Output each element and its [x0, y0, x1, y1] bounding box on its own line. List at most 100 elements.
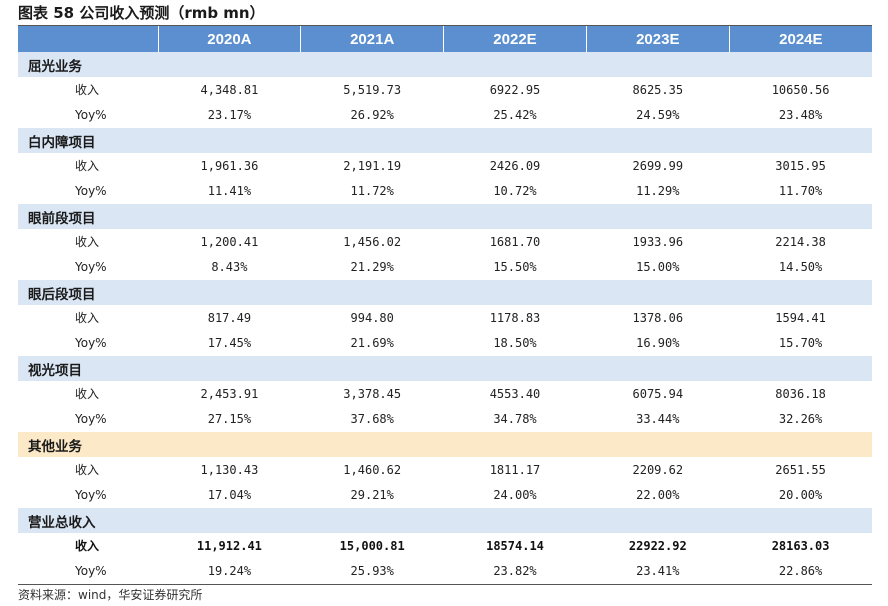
section-row: 营业总收入 [18, 508, 872, 533]
section-row: 眼前段项目 [18, 204, 872, 229]
value-cell: 15.00% [636, 260, 680, 275]
table-row: 收入 1,961.36 2,191.19 2426.09 2699.99 3015.95 [18, 153, 872, 179]
value-cell: 32.26% [778, 412, 823, 427]
value-cell: 2214.38 [775, 234, 826, 249]
value-cell: 11.72% [350, 184, 394, 199]
value-cell: 2651.55 [775, 462, 826, 477]
value-cell: 18574.14 [486, 538, 544, 553]
title-rule [18, 25, 872, 26]
row-label: 收入 [75, 159, 100, 174]
value-cell: 23.17% [207, 108, 252, 123]
row-label: 收入 [75, 463, 100, 478]
section-row: 白内障项目 [18, 128, 872, 153]
value-cell: 25.93% [300, 558, 444, 585]
header-row: 2020A 2021A 2022E 2023E 2024E [18, 26, 872, 52]
table-row: Yoy% 23.17% 26.92% 25.42% 24.59% 23.48% [18, 103, 872, 129]
table-body: 屈光业务收入 4,348.81 5,519.73 6922.95 8625.35 1065… [18, 52, 872, 585]
value-cell: 1178.83 [489, 310, 541, 325]
value-cell: 994.80 [350, 310, 394, 325]
value-cell: 2426.09 [489, 158, 541, 173]
row-label: 收入 [75, 387, 100, 402]
value-cell: 1811.17 [489, 462, 541, 477]
value-cell: 11.70% [778, 184, 823, 199]
table-row: 收入 1,130.43 1,460.62 1811.17 2209.62 2651.55 [18, 457, 872, 483]
table-row: Yoy% 27.15% 37.68% 34.78% 33.44% 32.26% [18, 407, 872, 433]
value-cell: 1,130.43 [200, 462, 259, 477]
value-cell: 1933.96 [632, 234, 684, 249]
value-cell: 1,200.41 [200, 234, 259, 249]
value-cell: 5,519.73 [343, 82, 402, 97]
row-label: Yoy% [75, 488, 107, 503]
value-cell: 1594.41 [775, 310, 826, 325]
value-cell: 37.68% [350, 412, 394, 427]
section-row: 视光项目 [18, 356, 872, 381]
value-cell: 17.45% [207, 336, 252, 351]
section-title: 屈光业务 [18, 52, 872, 77]
value-cell: 2209.62 [632, 462, 684, 477]
section-row: 屈光业务 [18, 52, 872, 77]
value-cell: 4,348.81 [200, 82, 259, 97]
header-year: 2020A [158, 26, 302, 52]
table-row: Yoy% 17.45% 21.69% 18.50% 16.90% 15.70% [18, 331, 872, 357]
value-cell: 23.48% [778, 108, 823, 123]
section-title: 眼后段项目 [18, 280, 872, 305]
row-label: 收入 [75, 235, 100, 250]
section-row: 其他业务 [18, 432, 872, 457]
table-row: 收入 817.49 994.80 1178.83 1378.06 1594.41 [18, 305, 872, 331]
value-cell: 8036.18 [775, 386, 826, 401]
value-cell: 11.29% [636, 184, 680, 199]
value-cell: 14.50% [778, 260, 823, 275]
value-cell: 10650.56 [771, 82, 830, 97]
value-cell: 21.29% [350, 260, 394, 275]
table-row: 收入 11,912.41 15,000.81 18574.14 22922.92 2816… [18, 533, 872, 559]
header-year: 2023E [586, 26, 730, 52]
source-note: 资料来源：wind，华安证券研究所 [18, 588, 203, 602]
header-year: 2024E [729, 26, 872, 52]
header-year: 2021A [300, 26, 445, 52]
value-cell: 24.59% [636, 108, 680, 123]
section-title: 视光项目 [18, 356, 872, 381]
value-cell: 8625.35 [632, 82, 684, 97]
value-cell: 22.86% [729, 558, 872, 585]
revenue-forecast-table: 2020A 2021A 2022E 2023E 2024E 屈光业务收入 4,34… [18, 26, 872, 585]
value-cell: 1,456.02 [343, 234, 402, 249]
value-cell: 1,460.62 [343, 462, 402, 477]
value-cell: 2699.99 [632, 158, 684, 173]
value-cell: 11,912.41 [196, 538, 262, 553]
table-row: Yoy% 8.43% 21.29% 15.50% 15.00% 14.50% [18, 255, 872, 281]
value-cell: 6922.95 [489, 82, 541, 97]
value-cell: 21.69% [350, 336, 394, 351]
value-cell: 15.70% [778, 336, 823, 351]
value-cell: 3015.95 [775, 158, 826, 173]
section-title: 白内障项目 [18, 128, 872, 153]
row-label: Yoy% [18, 558, 158, 585]
value-cell: 25.42% [493, 108, 537, 123]
value-cell: 17.04% [207, 488, 252, 503]
value-cell: 24.00% [493, 488, 537, 503]
value-cell: 23.82% [443, 558, 587, 585]
value-cell: 28163.03 [771, 538, 830, 553]
value-cell: 20.00% [778, 488, 823, 503]
table-row: Yoy% 19.24% 25.93% 23.82% 23.41% 22.86% [18, 558, 872, 585]
table-row: 收入 4,348.81 5,519.73 6922.95 8625.35 10650.56 [18, 77, 872, 103]
section-title: 眼前段项目 [18, 204, 872, 229]
row-label: Yoy% [75, 260, 107, 275]
header-year: 2022E [443, 26, 587, 52]
value-cell: 817.49 [207, 310, 252, 325]
table-row: Yoy% 11.41% 11.72% 10.72% 11.29% 11.70% [18, 179, 872, 205]
header-corner [18, 26, 159, 52]
value-cell: 16.90% [636, 336, 680, 351]
table-row: Yoy% 17.04% 29.21% 24.00% 22.00% 20.00% [18, 483, 872, 509]
value-cell: 1,961.36 [200, 158, 259, 173]
row-label: 收入 [75, 539, 100, 554]
value-cell: 2,191.19 [343, 158, 402, 173]
value-cell: 15,000.81 [339, 538, 405, 553]
section-title: 营业总收入 [18, 508, 872, 533]
section-title: 其他业务 [18, 432, 872, 457]
value-cell: 22922.92 [628, 538, 687, 553]
row-label: Yoy% [75, 412, 107, 427]
value-cell: 6075.94 [632, 386, 684, 401]
value-cell: 4553.40 [489, 386, 541, 401]
value-cell: 18.50% [493, 336, 537, 351]
